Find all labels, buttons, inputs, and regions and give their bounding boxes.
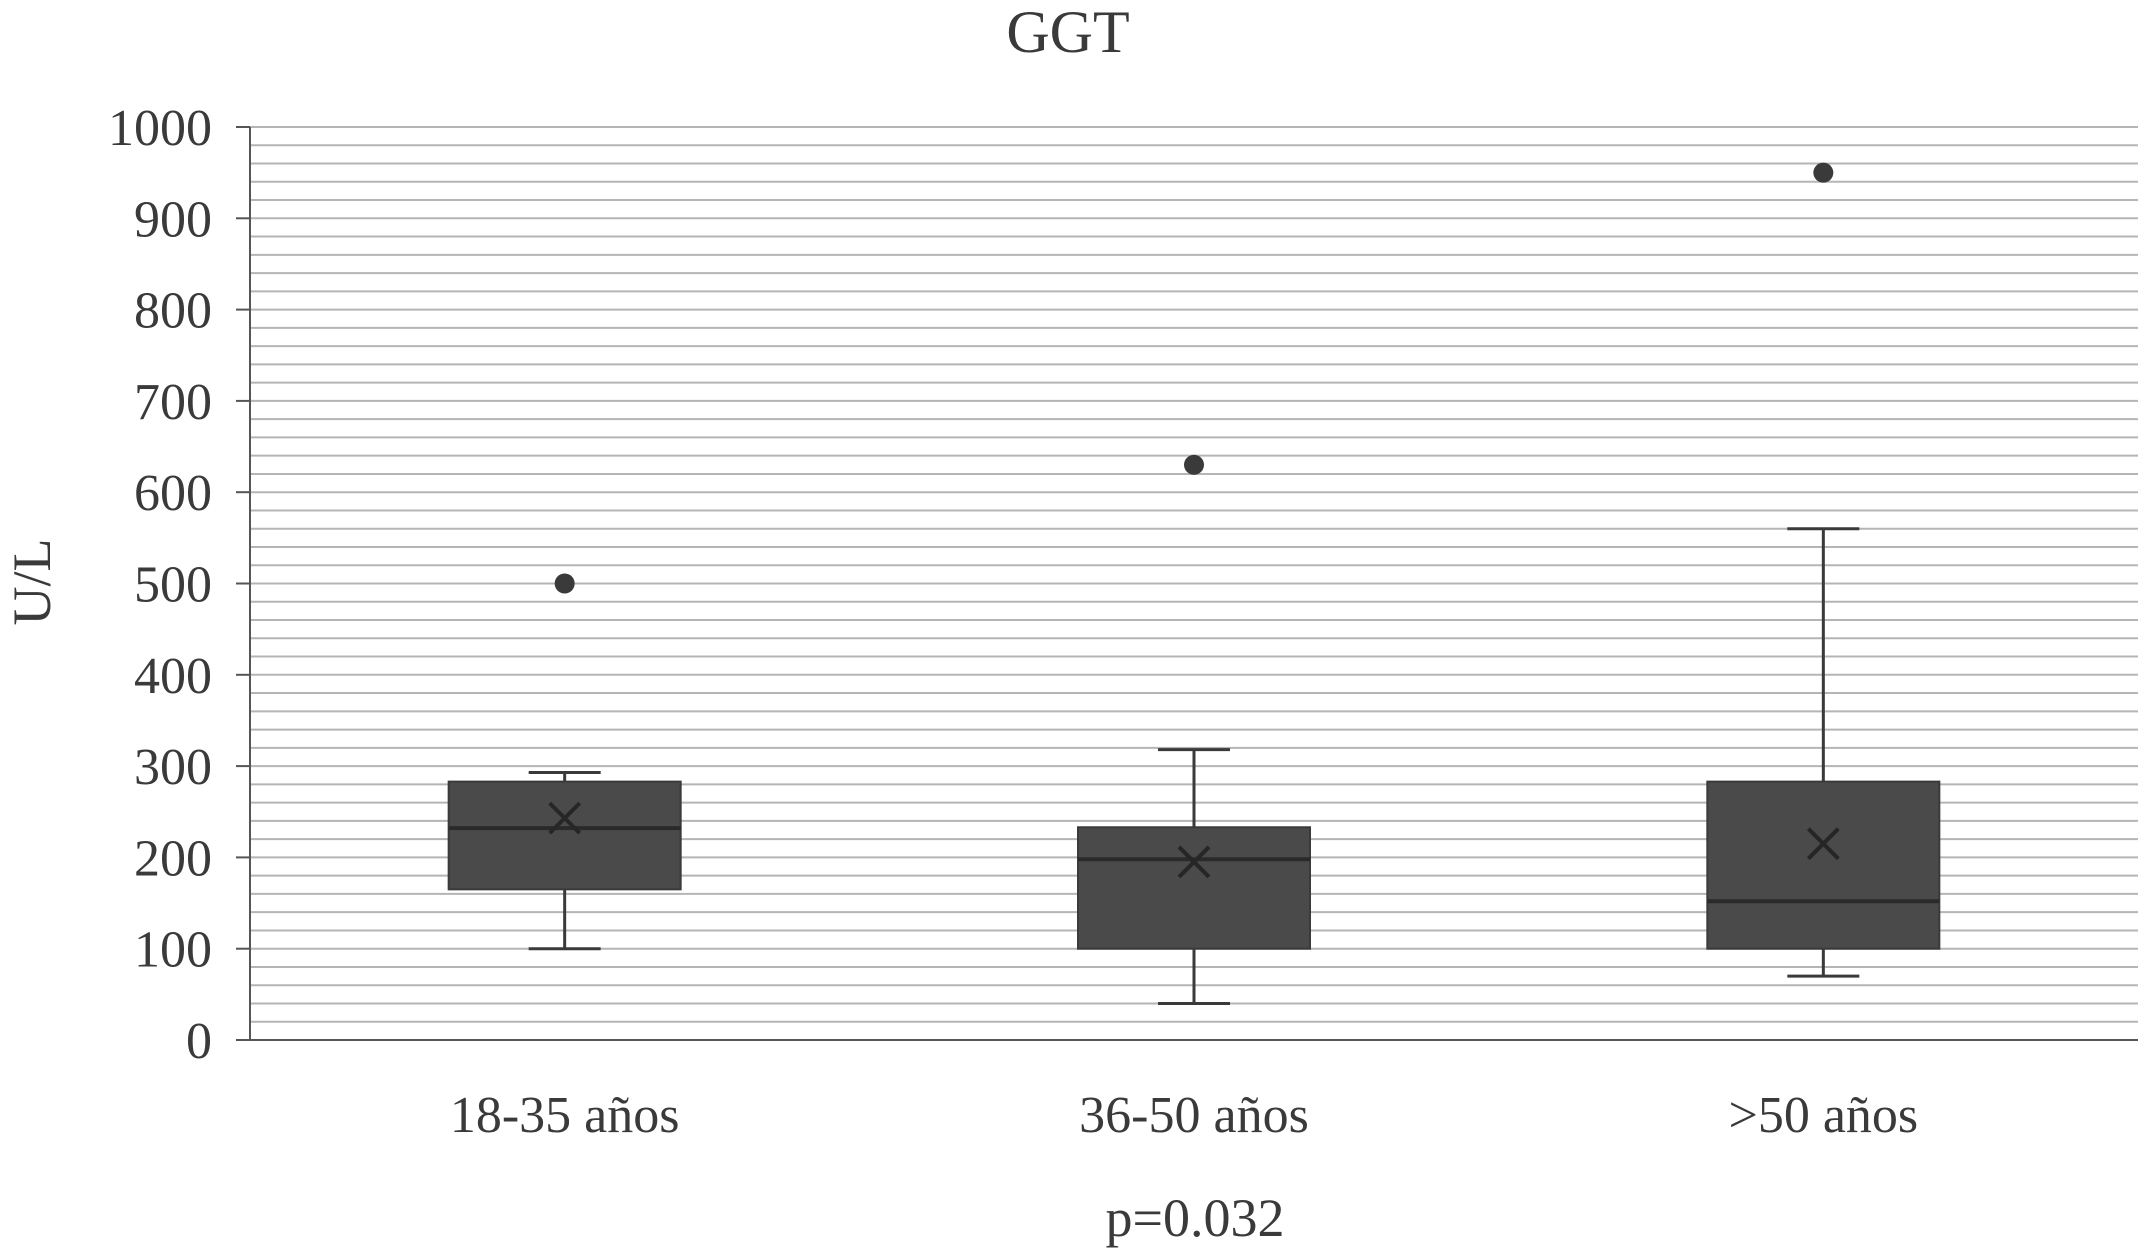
y-tick-label: 400 [134,648,212,705]
iqr-box [1706,780,1941,950]
chart-title: GGT [1006,0,1129,65]
iqr-box [447,780,682,891]
box-group [1077,454,1311,1005]
x-tick-label: >50 años [1729,1087,1919,1144]
y-tick-label: 600 [134,465,212,522]
iqr-box [1077,826,1311,950]
x-tick-label: 36-50 años [1079,1087,1309,1144]
y-tick-label: 900 [134,191,212,248]
y-tick-label: 100 [134,922,212,979]
label-layer: GGT U/L p=0.032 0 100 200 300 400 500 600 700 80… [2,0,1918,1248]
x-tick-label: 18-35 años [450,1087,680,1144]
box-group [447,573,682,951]
p-value-label: p=0.032 [1106,1188,1285,1248]
y-tick-label: 700 [134,374,212,431]
y-axis-label: U/L [2,539,62,626]
y-tick-label: 1000 [108,100,212,157]
outlier-point [1184,454,1204,475]
outlier-point [1813,162,1834,183]
box-layer [447,162,1941,1005]
outlier-point [554,573,575,594]
y-tick-label: 500 [134,557,212,614]
mean-marker [1806,827,1840,861]
box-group [1706,162,1941,978]
y-tick-label: 200 [134,830,212,887]
y-tick-label: 0 [186,1013,212,1070]
mean-marker [1177,845,1211,879]
y-tick-label: 300 [134,739,212,796]
mean-marker [548,801,582,835]
axis-layer [236,126,2138,1041]
y-tick-label: 800 [134,283,212,340]
